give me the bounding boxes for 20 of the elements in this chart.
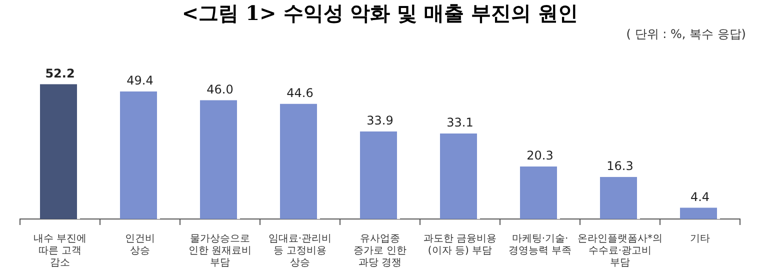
x-tick-label: 임대료·관리비 등 고정비용 상승 [268,234,332,269]
chart-title: <그림 1> 수익성 악화 및 매출 부진의 원인 [180,0,580,26]
data-label: 44.6 [286,86,314,100]
data-label: 49.4 [126,74,154,88]
data-label: 33.9 [366,114,394,128]
x-tick-label: 내수 부진에 따른 고객 감소 [33,234,87,269]
x-tick-label: 마케팅·기술· 경영능력 부족 [508,234,572,257]
data-label: 46.0 [206,82,234,96]
data-label: 33.1 [446,116,474,130]
chart-subtitle: ( 단위 : %, 복수 응답) [625,26,747,42]
x-tick-label: 유사업종 증가로 인한 과당 경쟁 [353,234,407,269]
x-tick-label: 인건비 상승 [125,234,155,257]
data-label: 4.4 [690,190,710,204]
x-tick-label: 과도한 금융비용 (이자 등) 부담 [423,234,497,257]
x-tick-label: 물가상승으로 인한 원재료비 부담 [188,234,252,269]
x-tick-label: 기타 [690,234,710,245]
data-label: 20.3 [526,148,554,163]
data-label: 16.3 [606,159,634,174]
x-tick-label: 온라인플랫폼사*의 수수료·광고비 부담 [578,234,662,269]
data-label: 52.2 [45,66,75,80]
